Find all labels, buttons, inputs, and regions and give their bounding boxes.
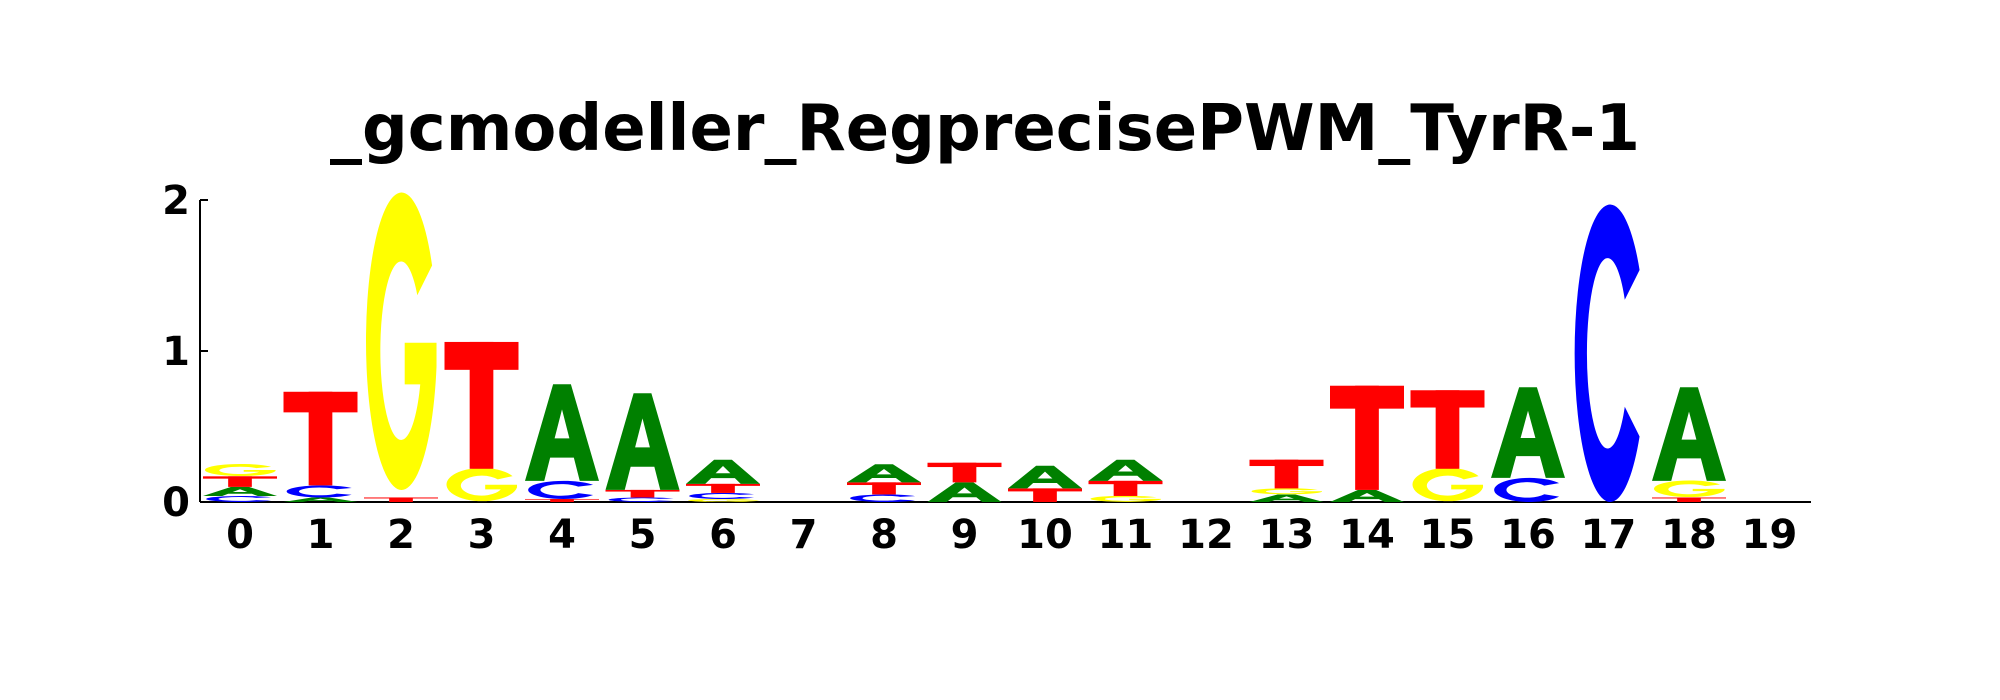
- logo-letter-c-pos-17: [1574, 204, 1640, 503]
- logo-letter-c-pos-1: [286, 485, 352, 498]
- x-tick-label: 11: [1098, 512, 1154, 558]
- y-tick-label: 2: [162, 178, 190, 224]
- logo-letters: [203, 192, 1726, 503]
- x-tick-label: 2: [387, 512, 415, 558]
- logo-letter-t-pos-15: [1410, 390, 1485, 469]
- logo-letter-a-pos-13: [1249, 494, 1324, 502]
- x-tick-label: 0: [226, 512, 254, 558]
- x-tick-label: 14: [1339, 512, 1395, 558]
- logo-letter-g-pos-0: [204, 463, 276, 477]
- logo-letter-t-pos-6: [686, 483, 760, 493]
- x-tick-label: 12: [1178, 512, 1234, 558]
- x-tick-label: 17: [1581, 512, 1637, 558]
- logo-letter-t-pos-1: [283, 391, 358, 486]
- logo-letter-t-pos-13: [1249, 459, 1324, 489]
- logo-letter-t-pos-4: [525, 498, 599, 502]
- logo-letter-t-pos-5: [605, 489, 680, 498]
- logo-letter-t-pos-0: [203, 476, 277, 487]
- x-tick-label: 6: [709, 512, 737, 558]
- logo-letter-c-pos-4: [528, 480, 594, 499]
- logo-letter-c-pos-5: [608, 497, 674, 502]
- x-tick-label: 1: [307, 512, 335, 558]
- logo-letter-t-pos-9: [927, 462, 1002, 483]
- logo-letter-t-pos-2: [364, 497, 438, 502]
- logo-letter-c-pos-0: [206, 495, 272, 502]
- logo-letter-a-pos-1: [283, 497, 358, 502]
- logo-letter-a-pos-8: [847, 464, 921, 483]
- logo-letter-g-pos-13: [1251, 488, 1323, 495]
- y-tick-label: 1: [162, 329, 190, 375]
- x-tick-labels: 0 1 2 3 4 5 6 7 8 9 10 11 12 13 14 15 16 17 18 19: [226, 512, 1797, 558]
- x-tick-label: 18: [1661, 512, 1717, 558]
- x-tick-label: 10: [1017, 512, 1073, 558]
- y-tick-label: 0: [162, 480, 190, 526]
- logo-letter-g-pos-15: [1412, 467, 1484, 502]
- logo-letter-a-pos-14: [1330, 489, 1404, 502]
- x-tick-label: 15: [1420, 512, 1476, 558]
- logo-letter-a-pos-11: [1088, 459, 1163, 481]
- x-tick-label: 4: [548, 512, 576, 558]
- y-tick-labels: 0 1 2: [162, 178, 190, 526]
- logo-letter-a-pos-5: [605, 393, 680, 490]
- logo-letter-g-pos-18: [1653, 480, 1725, 498]
- logo-letter-a-pos-16: [1491, 387, 1565, 478]
- logo-letter-a-pos-10: [1008, 465, 1082, 489]
- x-tick-label: 19: [1742, 512, 1798, 558]
- x-tick-label: 7: [790, 512, 818, 558]
- logo-letter-t-pos-8: [847, 482, 921, 495]
- logo-letter-t-pos-11: [1088, 480, 1163, 496]
- logo-letter-g-pos-11: [1090, 495, 1162, 502]
- logo-letter-g-pos-3: [446, 467, 518, 502]
- chart-title: _gcmodeller_RegprecisePWM_TyrR-1: [330, 92, 1640, 166]
- x-tick-label: 9: [951, 512, 979, 558]
- logo-letter-c-pos-8: [850, 494, 916, 502]
- x-tick-label: 5: [629, 512, 657, 558]
- logo-letter-g-pos-2: [365, 192, 437, 490]
- logo-letter-a-pos-6: [686, 459, 760, 484]
- logo-letter-a-pos-18: [1652, 387, 1726, 481]
- logo-letter-t-pos-3: [444, 341, 519, 469]
- logo-letter-t-pos-18: [1652, 497, 1726, 502]
- y-axis: [199, 199, 208, 503]
- logo-letter-a-pos-0: [203, 486, 277, 496]
- x-tick-label: 13: [1259, 512, 1315, 558]
- logo-letter-t-pos-10: [1008, 488, 1082, 502]
- logo-letter-t-pos-14: [1330, 385, 1404, 490]
- x-tick-label: 16: [1500, 512, 1556, 558]
- logo-letter-c-pos-6: [689, 492, 755, 499]
- logo-letter-c-pos-16: [1494, 477, 1560, 502]
- logo-letter-g-pos-6: [687, 498, 759, 502]
- logo-letter-a-pos-9: [927, 482, 1002, 502]
- logo-letter-a-pos-4: [525, 384, 599, 481]
- x-tick-label: 8: [870, 512, 898, 558]
- x-tick-label: 3: [468, 512, 496, 558]
